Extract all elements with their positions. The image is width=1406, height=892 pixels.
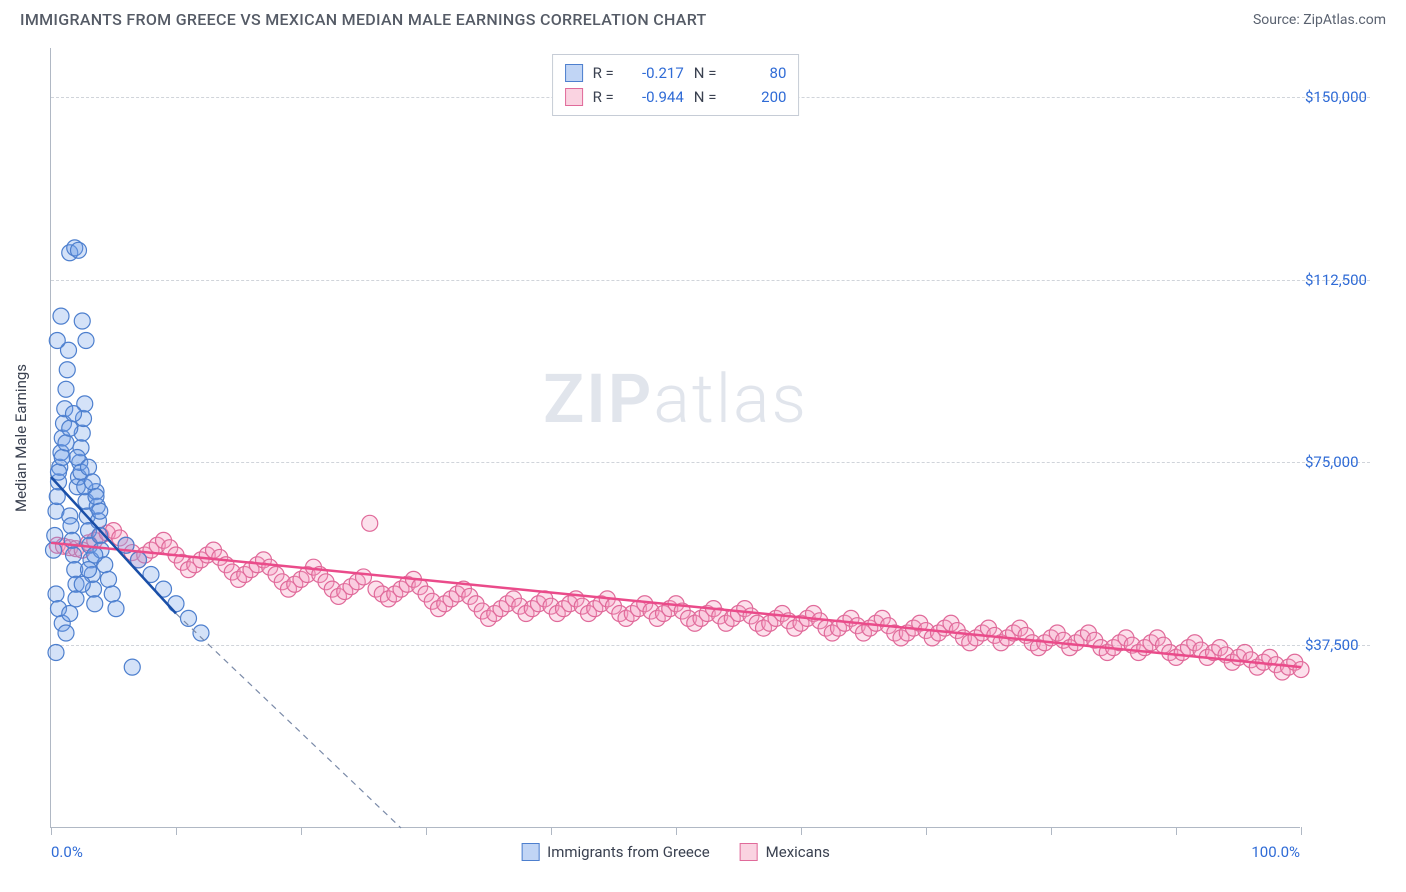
scatter-point bbox=[81, 562, 97, 578]
x-tick-label-min: 0.0% bbox=[51, 843, 83, 861]
scatter-point bbox=[88, 489, 104, 505]
scatter-point bbox=[62, 420, 78, 436]
x-tick bbox=[676, 827, 677, 835]
scatter-point bbox=[74, 313, 90, 329]
scatter-point bbox=[47, 528, 63, 544]
y-tick-label: $150,000 bbox=[1305, 88, 1395, 106]
scatter-point bbox=[101, 571, 117, 587]
stats-row-mexicans: R = -0.944 N = 200 bbox=[565, 85, 787, 109]
stats-row-greece: R = -0.217 N = 80 bbox=[565, 61, 787, 85]
y-tick-label: $37,500 bbox=[1305, 636, 1395, 654]
correlation-stats-box: R = -0.217 N = 80 R = -0.944 N = 200 bbox=[552, 54, 800, 116]
scatter-point bbox=[168, 596, 184, 612]
scatter-point bbox=[74, 576, 90, 592]
swatch-blue-icon bbox=[521, 843, 539, 861]
source-label: Source: ZipAtlas.com bbox=[1253, 12, 1386, 28]
y-axis-title: Median Male Earnings bbox=[12, 363, 30, 511]
n-value-greece: 80 bbox=[726, 61, 786, 85]
r-label: R = bbox=[593, 85, 614, 109]
scatter-point bbox=[58, 435, 74, 451]
regression-line bbox=[51, 543, 1301, 667]
scatter-point bbox=[78, 333, 94, 349]
n-label: N = bbox=[694, 61, 717, 85]
scatter-point bbox=[92, 503, 108, 519]
scatter-point bbox=[181, 610, 197, 626]
r-value-mexicans: -0.944 bbox=[624, 85, 684, 109]
r-label: R = bbox=[593, 61, 614, 85]
x-tick bbox=[1301, 827, 1302, 835]
x-tick bbox=[176, 827, 177, 835]
x-tick bbox=[926, 827, 927, 835]
x-tick bbox=[801, 827, 802, 835]
chart-title: IMMIGRANTS FROM GREECE VS MEXICAN MEDIAN… bbox=[20, 10, 707, 29]
scatter-point bbox=[58, 381, 74, 397]
x-tick bbox=[551, 827, 552, 835]
scatter-point bbox=[66, 547, 82, 563]
bottom-legend: Immigrants from Greece Mexicans bbox=[521, 843, 830, 861]
x-tick bbox=[51, 827, 52, 835]
x-tick bbox=[301, 827, 302, 835]
x-tick bbox=[1051, 827, 1052, 835]
scatter-point bbox=[66, 406, 82, 422]
scatter-point bbox=[49, 333, 65, 349]
scatter-point bbox=[48, 645, 64, 661]
swatch-blue-icon bbox=[565, 64, 583, 82]
r-value-greece: -0.217 bbox=[624, 61, 684, 85]
x-tick bbox=[1176, 827, 1177, 835]
scatter-svg bbox=[51, 48, 1300, 827]
scatter-point bbox=[87, 547, 103, 563]
scatter-point bbox=[62, 606, 78, 622]
scatter-point bbox=[124, 659, 140, 675]
scatter-point bbox=[68, 591, 84, 607]
x-tick bbox=[426, 827, 427, 835]
legend-label-greece: Immigrants from Greece bbox=[547, 843, 710, 861]
scatter-point bbox=[1293, 662, 1309, 678]
scatter-point bbox=[53, 308, 69, 324]
scatter-point bbox=[58, 625, 74, 641]
legend-item-mexicans: Mexicans bbox=[740, 843, 830, 861]
legend-label-mexicans: Mexicans bbox=[766, 843, 830, 861]
x-tick-label-max: 100.0% bbox=[1251, 843, 1300, 861]
scatter-point bbox=[48, 586, 64, 602]
scatter-point bbox=[362, 515, 378, 531]
chart-plot-area: Median Male Earnings ZIPatlas $37,500$75… bbox=[50, 48, 1300, 828]
scatter-point bbox=[59, 362, 75, 378]
n-label: N = bbox=[694, 85, 717, 109]
regression-line bbox=[176, 614, 401, 829]
scatter-point bbox=[87, 596, 103, 612]
scatter-point bbox=[71, 242, 87, 258]
scatter-point bbox=[108, 601, 124, 617]
scatter-point bbox=[54, 450, 70, 466]
scatter-point bbox=[63, 518, 79, 534]
scatter-point bbox=[81, 459, 97, 475]
scatter-point bbox=[193, 625, 209, 641]
y-tick-label: $112,500 bbox=[1305, 271, 1395, 289]
scatter-point bbox=[104, 586, 120, 602]
n-value-mexicans: 200 bbox=[726, 85, 786, 109]
scatter-point bbox=[84, 474, 100, 490]
y-tick-label: $75,000 bbox=[1305, 453, 1395, 471]
swatch-pink-icon bbox=[740, 843, 758, 861]
legend-item-greece: Immigrants from Greece bbox=[521, 843, 710, 861]
swatch-pink-icon bbox=[565, 88, 583, 106]
scatter-point bbox=[356, 569, 372, 585]
